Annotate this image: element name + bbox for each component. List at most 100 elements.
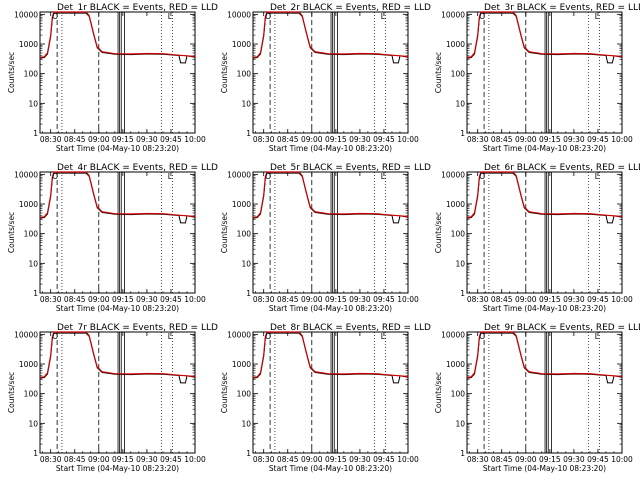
x-tick-label: 09:45 <box>373 295 395 304</box>
y-tick-label: 10 <box>28 419 38 428</box>
panel-title: Det_5r BLACK = Events, RED = LLD <box>270 163 431 173</box>
top-marker-l: L <box>381 12 386 21</box>
x-tick-label: 09:00 <box>515 455 537 464</box>
plot-frame <box>252 11 409 134</box>
y-tick-label: 1000 <box>232 360 251 369</box>
y-tick-label: 100 <box>237 230 252 239</box>
y-tick-label: 1 <box>460 129 465 138</box>
x-tick-label: 10:00 <box>397 455 419 464</box>
y-tick-label: 10000 <box>14 170 38 179</box>
lld-series-line <box>39 331 196 379</box>
x-tick-label: 08:45 <box>64 455 86 464</box>
x-tick-label: 10:00 <box>397 295 419 304</box>
top-marker-o: O <box>52 332 58 341</box>
x-tick-label: 08:30 <box>253 455 275 464</box>
x-tick-label: 09:30 <box>563 295 585 304</box>
x-tick-label: 09:15 <box>539 135 561 144</box>
x-tick-label: 10:00 <box>184 295 206 304</box>
plot-frame <box>466 171 623 294</box>
plot-frame <box>466 331 623 454</box>
x-tick-label: 08:45 <box>64 135 86 144</box>
top-marker-o: O <box>52 172 58 181</box>
y-tick-label: 10000 <box>227 170 251 179</box>
top-marker-l: L <box>381 332 386 341</box>
top-marker-o: O <box>265 172 271 181</box>
lld-series-line <box>466 171 623 219</box>
x-tick-label: 08:45 <box>277 295 299 304</box>
y-tick-label: 1 <box>33 289 38 298</box>
x-tick-label: 08:30 <box>40 135 62 144</box>
y-tick-label: 100 <box>451 230 466 239</box>
x-tick-label: 09:45 <box>160 295 182 304</box>
x-tick-label: 10:00 <box>184 455 206 464</box>
x-tick-label: 10:00 <box>184 135 206 144</box>
plot-frame <box>39 331 196 454</box>
x-tick-label: 09:45 <box>587 135 609 144</box>
plot-frame <box>39 171 196 294</box>
y-tick-label: 10000 <box>14 10 38 19</box>
x-tick-label: 09:00 <box>515 135 537 144</box>
y-axis-label: Counts/sec <box>7 372 16 413</box>
x-tick-label: 09:00 <box>301 135 323 144</box>
y-tick-label: 1000 <box>232 200 251 209</box>
y-tick-label: 100 <box>451 390 466 399</box>
x-tick-label: 08:45 <box>64 295 86 304</box>
x-tick-label: 09:30 <box>563 455 585 464</box>
x-tick-label: 09:15 <box>112 295 134 304</box>
x-axis-label: Start Time (04-May-10 08:23:20) <box>56 144 179 153</box>
top-marker-l: L <box>168 332 173 341</box>
y-tick-label: 10000 <box>441 170 465 179</box>
panel-title: Det_2r BLACK = Events, RED = LLD <box>270 3 431 13</box>
lld-series-line <box>252 331 409 379</box>
y-axis-label: Counts/sec <box>220 52 229 93</box>
y-tick-label: 1 <box>460 289 465 298</box>
x-tick-label: 09:45 <box>587 295 609 304</box>
y-axis-label: Counts/sec <box>220 372 229 413</box>
y-tick-label: 100 <box>24 230 39 239</box>
y-tick-label: 100 <box>237 70 252 79</box>
x-tick-label: 09:00 <box>88 135 110 144</box>
y-tick-label: 10000 <box>227 330 251 339</box>
x-tick-label: 10:00 <box>611 135 633 144</box>
x-tick-label: 08:45 <box>491 135 513 144</box>
x-tick-label: 08:45 <box>491 295 513 304</box>
x-tick-label: 09:00 <box>301 295 323 304</box>
panel-title: Det_3r BLACK = Events, RED = LLD <box>484 3 640 13</box>
x-axis-label: Start Time (04-May-10 08:23:20) <box>269 144 392 153</box>
y-tick-label: 100 <box>237 390 252 399</box>
top-marker-o: O <box>479 332 485 341</box>
x-tick-label: 09:30 <box>136 295 158 304</box>
x-tick-label: 09:45 <box>160 135 182 144</box>
y-tick-label: 1 <box>246 449 251 458</box>
x-tick-label: 09:30 <box>349 455 371 464</box>
panel-title: Det_9r BLACK = Events, RED = LLD <box>484 323 640 333</box>
detector-panel-3: Det_3r BLACK = Events, RED = LLD 08:30 08:… <box>434 3 640 153</box>
panel-title: Det_4r BLACK = Events, RED = LLD <box>57 163 218 173</box>
y-axis-label: Counts/sec <box>7 52 16 93</box>
x-tick-label: 09:00 <box>88 295 110 304</box>
y-axis-label: Counts/sec <box>434 52 443 93</box>
y-tick-label: 100 <box>451 70 466 79</box>
y-tick-label: 100 <box>24 390 39 399</box>
y-tick-label: 1000 <box>19 200 38 209</box>
plot-frame <box>39 11 196 134</box>
panel-title: Det_8r BLACK = Events, RED = LLD <box>270 323 431 333</box>
x-tick-label: 09:15 <box>539 295 561 304</box>
x-axis-label: Start Time (04-May-10 08:23:20) <box>56 304 179 313</box>
x-tick-label: 08:30 <box>467 135 489 144</box>
y-tick-label: 1 <box>33 449 38 458</box>
y-tick-label: 1000 <box>232 40 251 49</box>
y-tick-label: 10000 <box>441 10 465 19</box>
lld-series-line <box>252 11 409 59</box>
x-tick-label: 09:45 <box>373 135 395 144</box>
y-tick-label: 10 <box>455 99 465 108</box>
y-tick-label: 1 <box>246 289 251 298</box>
plot-frame <box>252 171 409 294</box>
y-tick-label: 10000 <box>227 10 251 19</box>
x-axis-label: Start Time (04-May-10 08:23:20) <box>483 304 606 313</box>
x-tick-label: 08:30 <box>40 455 62 464</box>
y-tick-label: 10 <box>455 419 465 428</box>
x-tick-label: 08:45 <box>491 455 513 464</box>
x-axis-label: Start Time (04-May-10 08:23:20) <box>483 464 606 473</box>
